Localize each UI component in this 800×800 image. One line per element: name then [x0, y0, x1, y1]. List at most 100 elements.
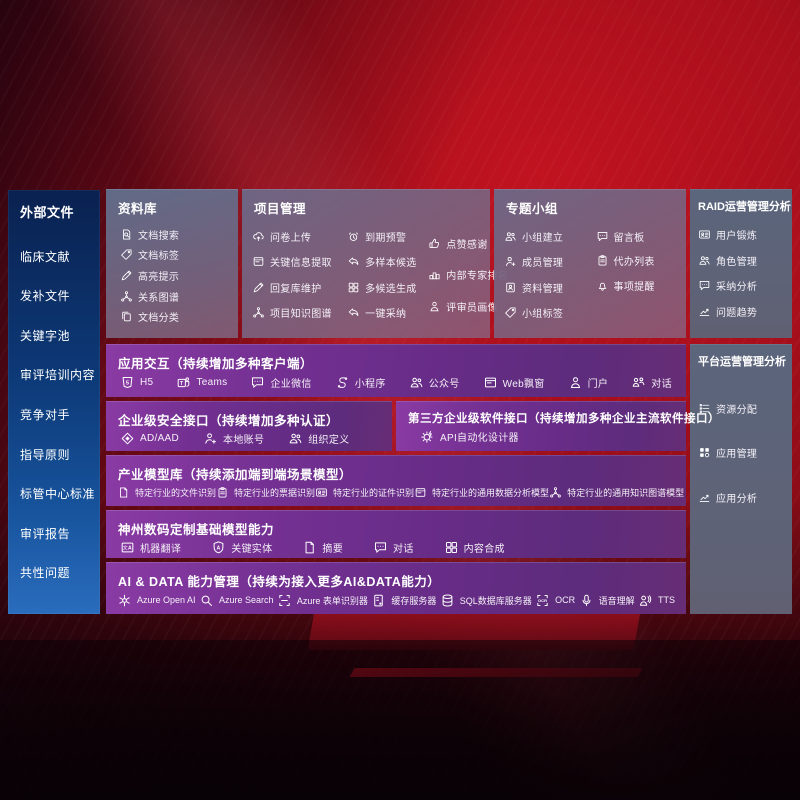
feature-label: 点赞感谢	[446, 239, 488, 251]
sidebar-item: 发补文件	[20, 289, 71, 304]
third-party-interface-title: 第三方企业级软件接口（持续增加多种企业主流软件接口）	[408, 413, 720, 425]
net-icon	[549, 486, 562, 499]
net-icon	[120, 290, 133, 303]
project-management-title: 项目管理	[254, 202, 307, 216]
third-party-list: API自动化设计器	[396, 428, 686, 451]
gear-bolt-icon	[420, 429, 435, 444]
sidebar-title: 外部文件	[20, 205, 75, 220]
album-icon	[504, 281, 517, 294]
feature-item: Teams	[176, 375, 227, 390]
feature-item: 留言板	[596, 229, 680, 244]
group-columns: 小组建立 成员管理 资料管理 小组标签 留言板 代办列表 事项提醒	[494, 219, 686, 338]
feature-label: 成员管理	[522, 258, 564, 270]
translate-icon	[120, 540, 135, 555]
feature-item: SQL数据库服务器	[440, 593, 532, 608]
feature-label: 公众号	[428, 379, 460, 390]
project-col-1: 问卷上传 关键信息提取 回复库维护 项目知识图谱	[252, 219, 347, 330]
pen-icon	[252, 281, 265, 294]
feature-label: 留言板	[613, 232, 645, 244]
feature-label: 采纳分析	[716, 282, 758, 294]
docs-icon	[120, 310, 133, 323]
db-icon	[440, 593, 455, 608]
feature-item: 资料管理	[504, 280, 596, 295]
feature-label: 特定行业的证件识别	[333, 488, 415, 498]
sidebar-item: 临床文献	[20, 249, 71, 264]
mic-icon	[579, 593, 594, 608]
industry-model-list: 特定行业的文件识别 特定行业的票据识别 特定行业的证件识别 特定行业的通用数据分析模型…	[106, 485, 686, 506]
feature-item: 一键采纳	[347, 305, 428, 320]
chart-icon	[698, 305, 711, 318]
feature-label: Azure 表单识别器	[296, 595, 368, 606]
feature-label: 对话	[651, 379, 672, 390]
feature-label: TTS	[657, 595, 675, 605]
feature-label: 评审员画像	[446, 302, 498, 314]
clipboard-icon	[596, 254, 609, 267]
tag-icon	[504, 306, 517, 319]
feature-label: 本地账号	[223, 435, 265, 446]
app-interaction-row: 应用交互（持续增加多种客户端） H5 Teams 企业微信 小程序 公众号 Web飘窗 门户…	[106, 344, 686, 397]
feature-label: API自动化设计器	[440, 433, 519, 444]
feature-label: 小组标签	[522, 308, 564, 320]
feature-item: Web飘窗	[483, 375, 545, 390]
feature-item: 企业微信	[250, 375, 311, 390]
sidebar-item: 共性问题	[20, 566, 71, 581]
feature-label: 小组建立	[522, 233, 564, 245]
feature-item: 用户锻炼	[698, 227, 788, 242]
doc-icon	[302, 540, 317, 555]
idcard-icon	[315, 486, 328, 499]
feature-label: 对话	[393, 544, 414, 555]
reply-icon	[347, 255, 360, 268]
window-icon	[414, 486, 427, 499]
security-interface-box: 企业级安全接口（持续增加多种认证） AD/AAD 本地账号 组织定义	[106, 401, 392, 451]
feature-label: 小程序	[354, 379, 386, 390]
feature-label: 多样本候选	[365, 258, 417, 270]
alarm-icon	[347, 230, 360, 243]
puzzle-icon	[444, 540, 459, 555]
topic-group-title: 专题小组	[506, 202, 559, 216]
feature-item: 高亮提示	[120, 268, 230, 283]
feature-label: 特定行业的文件识别	[135, 488, 217, 498]
feature-item: Azure Open AI	[117, 593, 196, 608]
feature-label: 文档分类	[138, 313, 180, 325]
feature-label: 关键实体	[231, 544, 273, 555]
bell-icon	[596, 279, 609, 292]
feature-label: 语音理解	[598, 595, 635, 606]
person-add-icon	[203, 431, 218, 446]
project-col-2: 到期预警 多样本候选 多候选生成 一键采纳	[347, 219, 428, 330]
chat-icon	[596, 230, 609, 243]
grid-icon	[698, 446, 711, 459]
feature-item: 本地账号	[203, 431, 264, 446]
flower-icon	[117, 593, 132, 608]
feature-item: 关系图谱	[120, 289, 230, 304]
feature-item: TTS	[638, 593, 675, 608]
platform-analysis-box: 平台运营管理分析 资源分配 应用管理 应用分析	[690, 344, 792, 614]
feature-item: 问题趋势	[698, 304, 788, 319]
feature-label: 问题趋势	[716, 308, 758, 320]
feature-item: 小组建立	[504, 229, 596, 244]
reply-icon	[347, 306, 360, 319]
search-icon	[199, 593, 214, 608]
feature-item: 特定行业的文件识别	[117, 486, 216, 499]
platform-list: 资源分配 应用管理 应用分析	[690, 369, 792, 614]
doc-search-icon	[120, 228, 133, 241]
topic-group-box: 专题小组 小组建立 成员管理 资料管理 小组标签 留言板 代办列表 事项提醒	[494, 189, 686, 338]
platform-analysis-title: 平台运营管理分析	[698, 356, 786, 368]
feature-item: H5	[120, 375, 153, 390]
rank-icon	[428, 268, 441, 281]
person-icon	[568, 375, 583, 390]
feature-item: 特定行业的证件识别	[315, 486, 414, 499]
sidebar-list: 临床文献 发补文件 关键字池 审评培训内容 竞争对手 指导原则 标管中心标准 审评报告 共性问题	[8, 221, 100, 614]
people-icon	[409, 375, 424, 390]
feature-label: 关系图谱	[138, 292, 180, 304]
feature-label: 应用管理	[716, 449, 758, 460]
feature-item: 资源分配	[698, 401, 788, 416]
feature-label: 高亮提示	[138, 271, 180, 283]
ai-data-title: AI & DATA 能力管理（持续为接入更多AI&DATA能力）	[118, 575, 441, 589]
diamond-icon	[120, 431, 135, 446]
feature-item: 回复库维护	[252, 280, 347, 295]
base-model-row: 神州数码定制基础模型能力 机器翻译 关键实体 摘要 对话 内容合成	[106, 510, 686, 558]
feature-item: 文档搜索	[120, 227, 230, 242]
feature-item: AD/AAD	[120, 431, 179, 446]
feature-label: SQL数据库服务器	[459, 595, 532, 606]
third-party-interface-box: 第三方企业级软件接口（持续增加多种企业主流软件接口） API自动化设计器	[396, 401, 720, 451]
